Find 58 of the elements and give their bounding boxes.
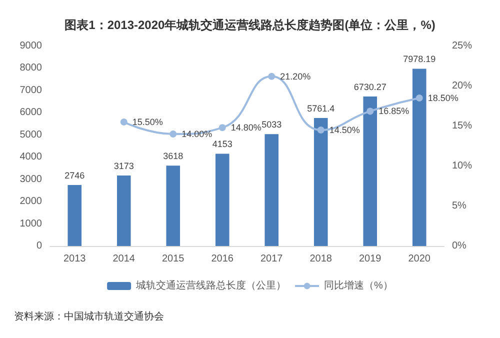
data-label: 2746 (64, 170, 85, 180)
data-label: 14.80% (230, 122, 262, 133)
bar (116, 175, 131, 246)
data-label: 18.50% (428, 93, 458, 103)
legend-label: 同比增速（%） (324, 280, 393, 292)
y-tick-label: 5000 (20, 129, 42, 140)
data-label: 5033 (262, 120, 282, 130)
x-tick-label: 2013 (64, 254, 86, 264)
point (317, 126, 324, 134)
y-tick-label: 9000 (20, 40, 42, 52)
data-label: 3173 (114, 160, 134, 171)
bar (412, 68, 426, 246)
data-label: 14.00% (182, 129, 212, 139)
y-tick-label: 2000 (20, 196, 42, 208)
x-tick-label: 2018 (310, 254, 332, 264)
y-tick-label: 6000 (20, 107, 42, 118)
y-tick-label: 8000 (20, 62, 42, 74)
data-label: 4153 (212, 139, 232, 150)
point (218, 124, 226, 132)
bar (166, 166, 180, 246)
legend-label: 城轨交通运营线路总长度（公里） (135, 280, 286, 292)
text: 资料来源：中国城市轨道交通协会 (14, 310, 164, 322)
bar (215, 154, 230, 246)
bar (264, 134, 279, 246)
y-tick-label: 1000 (20, 218, 42, 230)
y2-tick-label: 0% (452, 240, 467, 252)
y2-tick-label: 20% (452, 80, 472, 92)
y-tick-label: 4000 (20, 152, 42, 163)
data-label: 21.20% (280, 71, 311, 82)
x-tick-label: 2016 (211, 254, 234, 264)
point (416, 94, 423, 102)
bar (314, 118, 328, 246)
data-label: 3618 (163, 151, 184, 162)
y-tick-label: 3000 (20, 174, 42, 185)
point (120, 118, 128, 126)
x-tick-label: 2015 (162, 254, 185, 264)
bar (363, 96, 378, 246)
y-tick-label: 7000 (20, 84, 42, 96)
x-tick-label: 2020 (408, 254, 431, 264)
data-label: 16.85% (378, 106, 410, 116)
x-tick-label: 2017 (260, 254, 284, 264)
x-tick-label: 2019 (359, 254, 382, 264)
bar (68, 184, 82, 246)
y2-tick-label: 25% (452, 40, 472, 52)
y2-tick-label: 5% (452, 200, 467, 212)
data-label: 7978.19 (403, 54, 436, 64)
y-tick-label: 0 (36, 240, 42, 252)
data-label: 14.50% (329, 125, 360, 135)
x-tick-label: 2014 (112, 254, 136, 264)
y2-tick-label: 10% (452, 160, 472, 172)
data-label: 15.50% (132, 117, 163, 127)
data-label: 5761.4 (307, 103, 335, 114)
point (366, 108, 374, 115)
chart-title: 图表1：2013-2020年城轨交通运营线路总长度趋势图(单位：公里，%) (64, 18, 436, 32)
point (170, 130, 177, 138)
y2-tick-label: 15% (452, 120, 472, 132)
data-label: 6730.27 (354, 82, 386, 92)
point (268, 72, 276, 80)
